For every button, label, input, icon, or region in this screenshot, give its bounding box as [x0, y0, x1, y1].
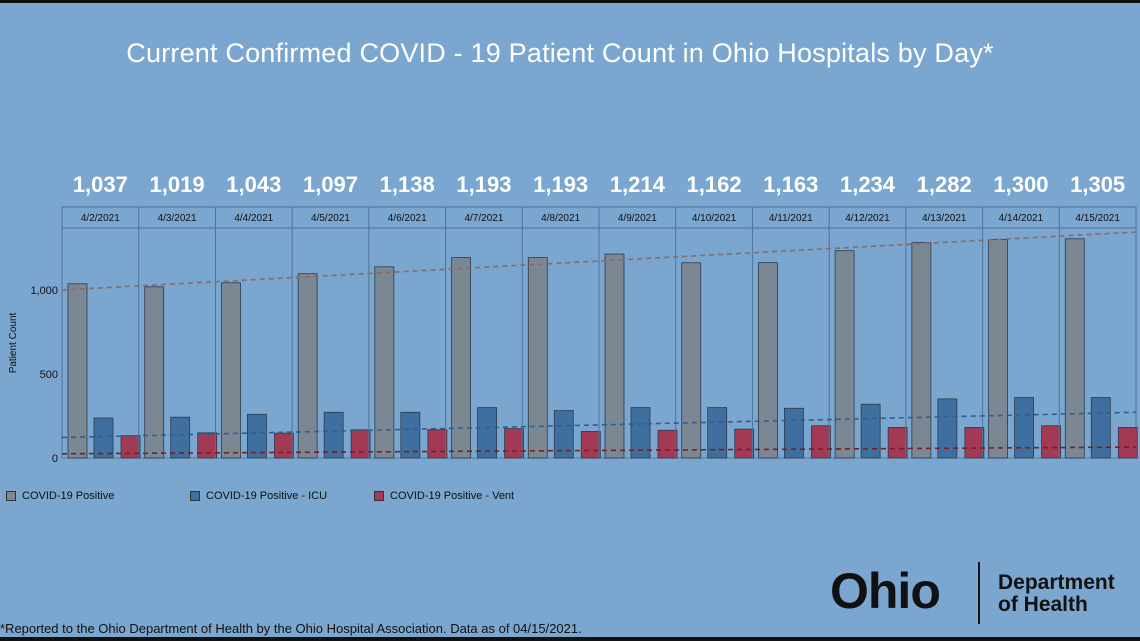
date-header-label: 4/10/2021 [692, 213, 737, 224]
legend-item-icu: COVID-19 Positive - ICU [190, 490, 327, 502]
bar-icu [553, 410, 574, 459]
legend-swatch-vent [374, 491, 384, 501]
date-header-label: 4/14/2021 [999, 213, 1044, 224]
bar-icu [784, 407, 804, 459]
top-value-label: 1,097 [303, 172, 358, 197]
date-header-label: 4/15/2021 [1075, 213, 1120, 224]
bar-vent [427, 429, 448, 459]
logo-line-2: of Health [998, 593, 1088, 616]
bar-vent [734, 428, 755, 459]
bar-icu [1014, 397, 1034, 459]
ohio-department-of-health-logo: Ohio Department of Health [830, 560, 1130, 626]
bar-positive [1064, 238, 1085, 459]
logo-wordmark: Ohio [830, 563, 941, 619]
bar-positive [297, 273, 318, 459]
top-value-label: 1,305 [1070, 172, 1125, 197]
bar-vent [887, 427, 908, 459]
logo-divider [978, 562, 980, 624]
date-header-label: 4/7/2021 [464, 213, 503, 224]
trendline-vent [61, 446, 1137, 455]
legend-item-vent: COVID-19 Positive - Vent [374, 490, 514, 502]
legend: COVID-19 Positive COVID-19 Positive - IC… [0, 490, 700, 510]
bar-vent [197, 432, 218, 459]
bar-vent [120, 435, 141, 459]
bar-vent [504, 428, 524, 459]
bar-icu [860, 403, 881, 459]
bar-vent [350, 429, 371, 459]
top-value-label: 1,019 [150, 172, 205, 197]
bar-icu [707, 407, 728, 459]
bar-vent [811, 425, 831, 459]
date-header-label: 4/2/2021 [81, 213, 120, 224]
bar-positive [374, 266, 395, 459]
bar-vent [580, 431, 601, 459]
bar-positive [911, 242, 932, 459]
top-value-label: 1,162 [687, 172, 742, 197]
bar-vent [964, 427, 985, 459]
bar-positive [527, 257, 548, 459]
top-value-label: 1,037 [73, 172, 128, 197]
bar-icu [477, 407, 497, 459]
top-value-label: 1,138 [380, 172, 435, 197]
legend-swatch-icu [190, 491, 200, 501]
legend-label-positive: COVID-19 Positive [22, 490, 115, 502]
top-value-label: 1,193 [456, 172, 511, 197]
y-tick-label: 1,000 [30, 285, 58, 297]
bar-vent [1117, 427, 1138, 459]
bar-vent [657, 429, 678, 459]
bar-positive [758, 262, 778, 459]
bar-icu [323, 411, 344, 459]
bar-icu [247, 413, 267, 459]
top-value-label: 1,043 [226, 172, 281, 197]
bar-positive [604, 253, 625, 459]
bar-positive [67, 283, 88, 459]
bar-chart: Patient Count 0 500 1,000 1,037 4/2/2021 1,019… [8, 172, 1138, 465]
footnote: *Reported to the Ohio Department of Heal… [0, 621, 582, 636]
top-value-label: 1,193 [533, 172, 588, 197]
date-header-label: 4/6/2021 [388, 213, 427, 224]
bar-icu [400, 411, 421, 459]
bar-icu [170, 416, 191, 459]
bar-positive [988, 239, 1008, 459]
legend-swatch-positive [6, 491, 16, 501]
bar-positive [221, 282, 241, 459]
bar-vent [274, 432, 294, 459]
y-tick-label: 0 [52, 453, 58, 465]
logo-line-1: Department [998, 571, 1115, 594]
bar-positive [451, 257, 471, 459]
trendline-icu [61, 411, 1137, 439]
date-header-label: 4/12/2021 [845, 213, 890, 224]
bar-icu [93, 417, 114, 459]
bar-icu [937, 398, 958, 459]
bar-vent [1041, 425, 1061, 459]
legend-label-icu: COVID-19 Positive - ICU [206, 490, 328, 502]
date-header-label: 4/13/2021 [922, 213, 967, 224]
bar-positive [681, 262, 702, 459]
legend-label-vent: COVID-19 Positive - Vent [390, 490, 515, 502]
chart-title: Current Confirmed COVID - 19 Patient Cou… [126, 38, 994, 68]
bar-positive [144, 286, 165, 459]
top-value-label: 1,282 [917, 172, 972, 197]
bar-icu [630, 407, 651, 459]
legend-item-positive: COVID-19 Positive [6, 490, 114, 502]
date-header-label: 4/11/2021 [769, 213, 813, 224]
date-header-label: 4/3/2021 [158, 213, 197, 224]
y-axis-label: Patient Count [8, 312, 19, 373]
date-header-label: 4/8/2021 [541, 213, 580, 224]
date-header-label: 4/4/2021 [234, 213, 273, 224]
bar-positive [834, 250, 855, 459]
logo-department: Department of Health [998, 572, 1115, 616]
date-header-label: 4/5/2021 [311, 213, 350, 224]
bar-icu [1090, 397, 1111, 459]
top-value-label: 1,214 [610, 172, 666, 197]
top-value-label: 1,300 [993, 172, 1048, 197]
y-tick-label: 500 [40, 369, 58, 381]
date-header-label: 4/9/2021 [618, 213, 657, 224]
top-value-label: 1,234 [840, 172, 896, 197]
top-value-label: 1,163 [763, 172, 818, 197]
